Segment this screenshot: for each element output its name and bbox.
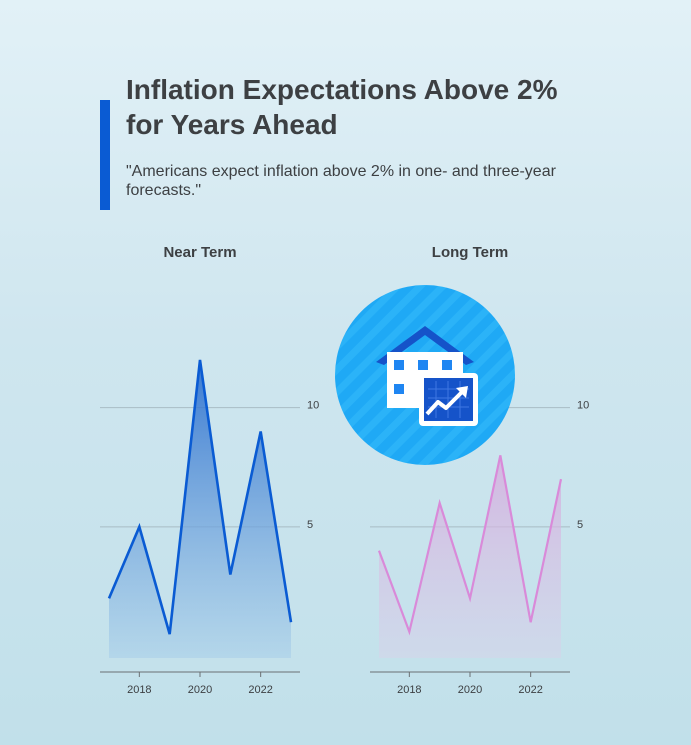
long-term-panel-title: Long Term bbox=[432, 244, 508, 261]
long-term-series-line bbox=[377, 455, 563, 636]
long-term-x-tick-label: 2018 bbox=[397, 684, 421, 696]
near-term-x-tick-label: 2020 bbox=[188, 684, 212, 696]
title-accent-bar bbox=[100, 100, 110, 210]
long-term-y-tick-label: 5 bbox=[577, 519, 583, 531]
near-term-y-tick-label: 5 bbox=[307, 519, 313, 531]
near-term-area-fill bbox=[109, 359, 291, 658]
near-term-x-tick-label: 2022 bbox=[248, 684, 272, 696]
near-term-series-line bbox=[107, 359, 293, 635]
near-term-panel-title: Near Term bbox=[163, 244, 236, 261]
long-term-y-tick-label: 10 bbox=[577, 400, 589, 412]
page-subtitle: "Americans expect inflation above 2% in … bbox=[126, 163, 556, 199]
long-term-area-fill bbox=[379, 455, 561, 658]
page-title: Inflation Expectations Above 2% for Year… bbox=[126, 74, 558, 140]
near-term-chart: 5 10 2018 2020 2022 bbox=[100, 359, 319, 696]
near-term-x-tick-label: 2018 bbox=[127, 684, 151, 696]
long-term-x-tick-label: 2020 bbox=[458, 684, 482, 696]
house-with-rising-chart-icon bbox=[335, 285, 515, 465]
long-term-chart: 5 10 2018 2020 2022 bbox=[370, 400, 589, 696]
long-term-x-tick-label: 2022 bbox=[518, 684, 542, 696]
near-term-y-tick-label: 10 bbox=[307, 400, 319, 412]
